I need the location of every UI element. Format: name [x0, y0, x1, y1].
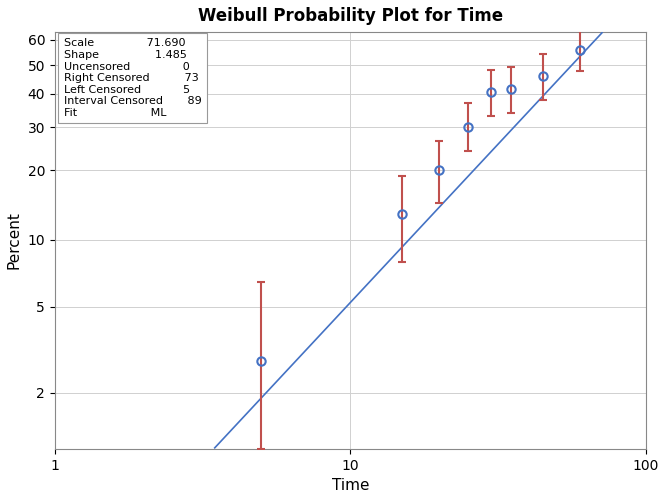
Title: Weibull Probability Plot for Time: Weibull Probability Plot for Time — [198, 7, 503, 25]
Text: Scale               71.690
Shape                1.485
Uncensored               0: Scale 71.690 Shape 1.485 Uncensored 0 — [64, 38, 201, 118]
X-axis label: Time: Time — [332, 478, 369, 493]
Y-axis label: Percent: Percent — [7, 212, 22, 270]
